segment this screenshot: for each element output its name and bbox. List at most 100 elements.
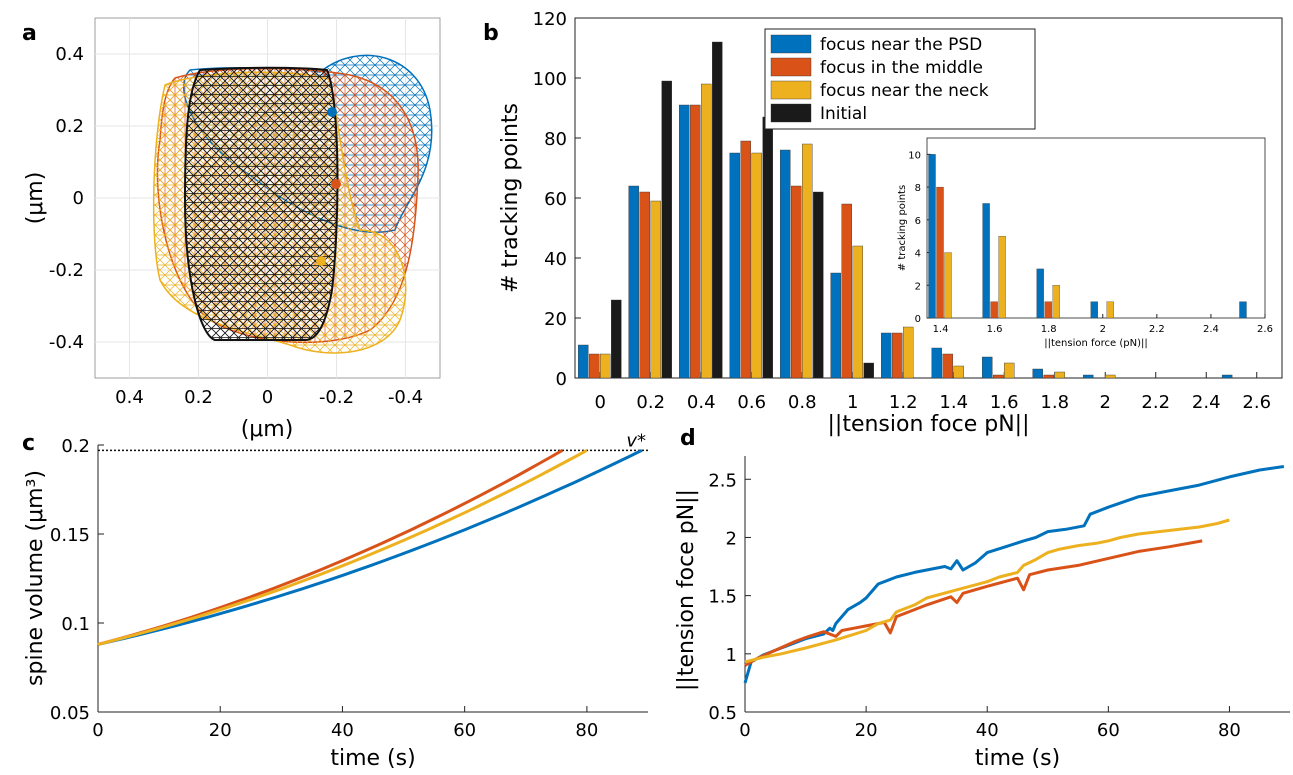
y-tick-label: 0 [556, 369, 567, 390]
mesh-shape-initial [183, 66, 339, 341]
panel-c: c 0.05 0.1 0.15 0.2 0 20 40 60 80 v* time (s) spine… [22, 430, 648, 771]
x-tick-label: 0.2 [184, 387, 213, 408]
legend-entry: focus near the PSD [820, 35, 982, 55]
x-tick-label: 80 [1218, 720, 1241, 741]
inset-histogram: 0 2 4 6 8 10 1.4 1.6 1.8 2 2.2 2.4 2.6 ||tension forc… [897, 137, 1273, 349]
legend-entry: focus in the middle [820, 58, 983, 78]
y-tick-label: 2.5 [708, 470, 737, 491]
inset-y-tick-label: 8 [915, 183, 921, 194]
panel-a: a 0.4 0.2 0 -0.2 -0.4 0.4 0.2 0 -0.2 -0.4 (μm) (μ… [22, 17, 441, 442]
y-tick-label: 0 [73, 188, 84, 209]
x-tick-label: 1 [847, 392, 858, 413]
x-tick-label: 1.4 [939, 392, 968, 413]
bar-orange [892, 332, 903, 379]
y-tick-label: 1.5 [708, 587, 737, 608]
bar-orange [690, 104, 701, 379]
legend-swatch [770, 34, 812, 54]
x-tick-label: -0.4 [388, 387, 423, 408]
x-tick-label: 60 [1097, 720, 1120, 741]
inset-y-tick-label: 4 [915, 249, 921, 260]
x-tick-label: 20 [209, 720, 232, 741]
bar-orange [639, 191, 650, 379]
inset-bar-blue [982, 203, 990, 319]
y-tick-label: 0.05 [50, 703, 90, 724]
inset-x-axis-label: ||tension force (pN)|| [1044, 338, 1148, 349]
x-tick-label: 0 [262, 387, 273, 408]
inset-bar-blue [928, 154, 936, 319]
inset-bar-blue [1090, 301, 1098, 319]
y-tick-label: 80 [544, 129, 567, 150]
bar-blue [780, 149, 791, 379]
y-axis-label: # tracking points [498, 103, 523, 293]
bar-black [611, 299, 622, 379]
x-tick-label: 0.2 [636, 392, 665, 413]
y-tick-label: 0.4 [55, 44, 84, 65]
bar-black [712, 41, 723, 379]
tension-line-blue [743, 465, 1285, 684]
bar-orange [841, 203, 852, 379]
y-tick-label: 2 [726, 528, 737, 549]
panel-a-ylabel: (μm) [23, 172, 48, 225]
bar-orange [993, 374, 1004, 379]
x-tick-label: 60 [453, 720, 476, 741]
legend-swatch [770, 57, 812, 77]
bar-yellow [802, 143, 813, 379]
y-tick-label: 60 [544, 189, 567, 210]
bar-black [863, 362, 874, 379]
focus-point-middle [331, 179, 341, 189]
y-axis-label: ||tension foce pN|| [674, 489, 699, 691]
y-tick-label: -0.4 [49, 332, 84, 353]
bar-orange [942, 353, 953, 379]
x-tick-label: -0.2 [319, 387, 354, 408]
legend-swatch [770, 103, 812, 123]
focus-point-neck [316, 256, 326, 266]
bar-blue [578, 344, 589, 379]
reference-line-label: v* [626, 430, 646, 451]
volume-line-yellow [97, 448, 588, 646]
x-tick-label: 1.8 [1040, 392, 1069, 413]
bar-yellow [701, 83, 712, 379]
y-tick-label: -0.2 [49, 260, 84, 281]
x-tick-label: 40 [331, 720, 354, 741]
y-tick-label: 1 [726, 645, 737, 666]
bar-blue [729, 152, 740, 379]
tension-line-chart: 0.5 1 1.5 2 2.5 0 20 40 60 80 time (s) ||tension fo… [674, 456, 1290, 771]
inset-y-tick-label: 6 [915, 216, 921, 227]
inset-x-tick-label: 2.2 [1149, 324, 1165, 335]
bar-orange [1043, 374, 1054, 379]
x-tick-label: 40 [976, 720, 999, 741]
x-tick-label: 2.6 [1242, 392, 1271, 413]
bar-yellow [650, 200, 661, 379]
x-tick-label: 1.2 [889, 392, 918, 413]
panel-label-d: d [680, 426, 696, 451]
bar-blue [628, 185, 639, 379]
bar-blue [982, 356, 993, 379]
inset-y-tick-label: 10 [908, 150, 921, 161]
legend-entry: Initial [820, 104, 867, 124]
bar-blue [931, 347, 942, 379]
x-tick-label: 0.4 [687, 392, 716, 413]
bar-blue [1083, 374, 1094, 379]
inset-bar-blue [1036, 268, 1044, 319]
panel-label-b: b [483, 21, 499, 46]
inset-x-tick-label: 2.6 [1257, 324, 1273, 335]
volume-line-blue [97, 448, 643, 646]
panel-label-c: c [22, 431, 35, 456]
x-tick-label: 0 [92, 720, 103, 741]
x-tick-label: 0 [739, 720, 750, 741]
inset-y-tick-label: 0 [915, 314, 921, 325]
bar-blue [1032, 368, 1043, 379]
inset-bar-yellow [1052, 285, 1060, 319]
x-tick-label: 0.8 [788, 392, 817, 413]
inset-bar-yellow [944, 252, 952, 319]
inset-bar-orange [1044, 301, 1052, 319]
y-axis-label: spine volume (μm³) [23, 470, 48, 686]
bar-yellow [903, 326, 914, 379]
bar-yellow [1105, 374, 1116, 379]
panel-label-a: a [22, 21, 37, 46]
y-tick-label: 0.5 [708, 703, 737, 724]
y-tick-label: 0.1 [61, 614, 90, 635]
